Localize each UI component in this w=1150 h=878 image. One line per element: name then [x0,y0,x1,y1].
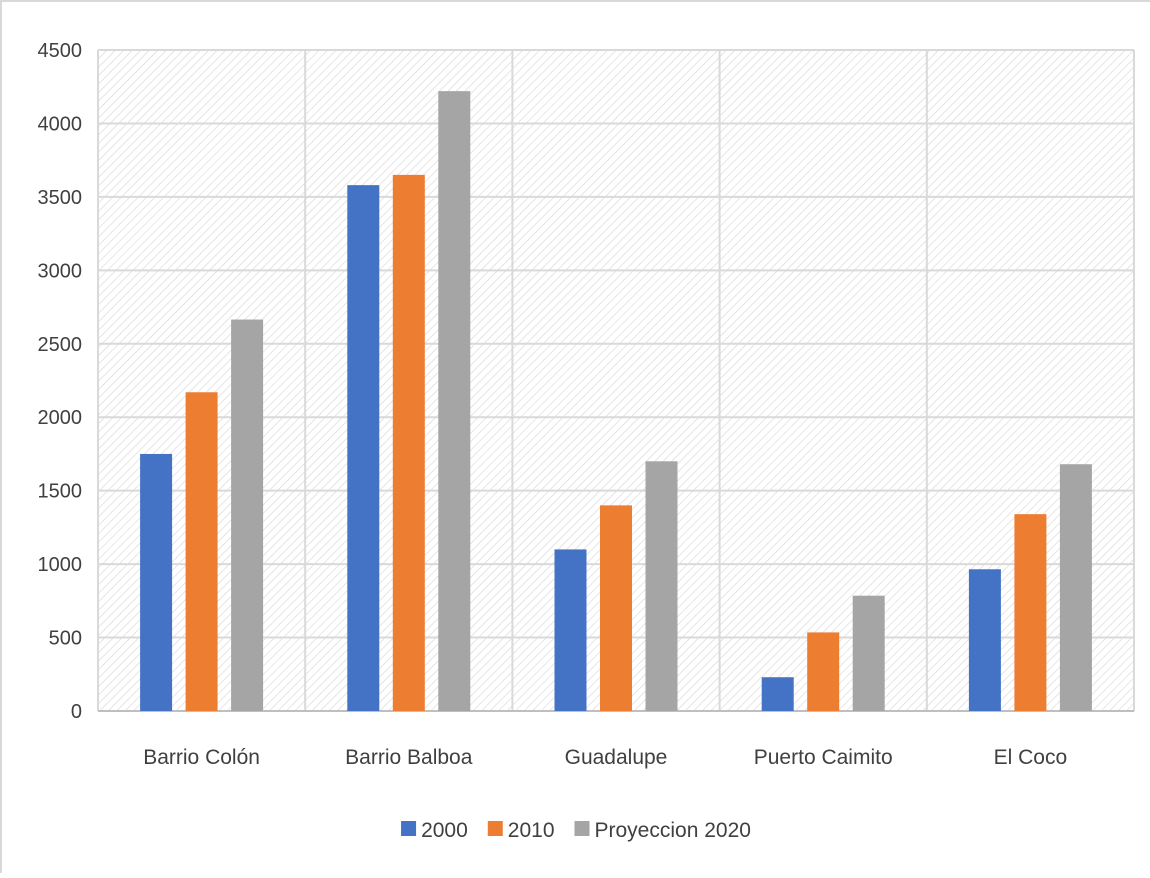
bar-2010 [392,174,425,711]
y-tick-label: 3500 [38,187,83,209]
y-tick-label: 1500 [38,481,83,503]
bar-2010 [600,505,632,711]
x-axis-ticks: Barrio Colón Barrio Balboa Guadalupe Puerto… [143,746,1067,769]
x-tick-label: Barrio Colón [143,746,260,769]
bars [140,91,1092,712]
y-tick-label: 1000 [38,554,83,576]
bar-proyeccion-2020 [1059,464,1092,711]
legend-label: 2000 [421,819,468,842]
legend-label: Proyeccion 2020 [595,819,751,842]
y-tick-label: 4500 [38,40,83,62]
legend: 2000 2010 Proyeccion 2020 [401,819,751,842]
bar-proyeccion-2020 [645,461,678,711]
bar-2000 [140,453,173,711]
bar-proyeccion-2020 [438,91,471,711]
y-tick-label: 500 [49,628,82,650]
legend-swatch [401,821,417,836]
legend-label: 2010 [508,819,555,842]
y-tick-label: 0 [71,701,82,723]
x-tick-label: Guadalupe [565,746,668,769]
legend-swatch [487,821,503,836]
y-tick-label: 2000 [38,407,83,429]
x-tick-label: Puerto Caimito [754,746,893,769]
bar-2010 [185,392,218,711]
legend-swatch [574,821,590,836]
y-axis-ticks: 0 500 1000 1500 2000 2500 3000 3500 4000 4500 [38,40,83,723]
bar-2010 [1014,514,1047,711]
x-tick-label: El Coco [994,746,1068,769]
y-tick-label: 4000 [38,113,83,135]
bar-2000 [554,549,587,711]
bar-2000 [968,569,1001,711]
bar-proyeccion-2020 [231,319,264,711]
x-tick-label: Barrio Balboa [345,746,473,769]
bar-2000 [347,185,380,712]
y-tick-label: 3000 [38,260,83,282]
bar-2010 [807,632,840,711]
bar-2000 [761,677,794,711]
y-tick-label: 2500 [38,334,83,356]
bar-proyeccion-2020 [852,595,885,711]
